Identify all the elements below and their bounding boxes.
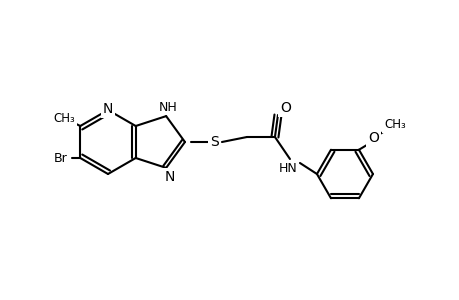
Text: N: N bbox=[103, 102, 113, 116]
Text: CH₃: CH₃ bbox=[383, 118, 405, 131]
Text: O: O bbox=[280, 101, 291, 115]
Text: NH: NH bbox=[158, 100, 177, 114]
Text: O: O bbox=[368, 131, 379, 145]
Text: N: N bbox=[165, 170, 175, 184]
Text: CH₃: CH₃ bbox=[53, 112, 75, 124]
Text: HN: HN bbox=[278, 161, 297, 175]
Text: S: S bbox=[210, 135, 219, 149]
Text: Br: Br bbox=[53, 152, 67, 164]
